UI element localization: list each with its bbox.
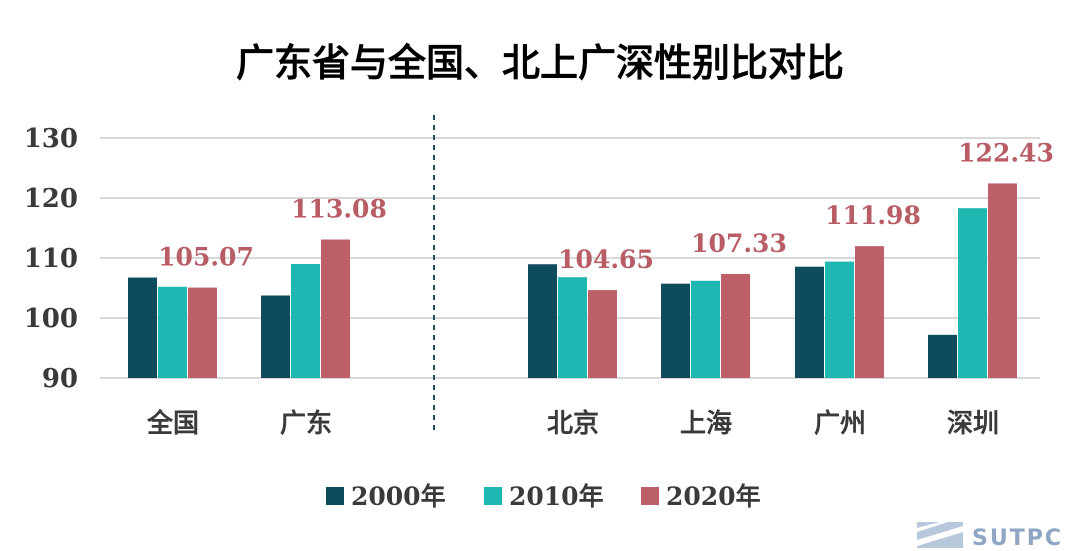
bar-广东-2010年 bbox=[291, 264, 320, 378]
legend-swatch-2020年 bbox=[641, 487, 659, 505]
bar-深圳-2000年 bbox=[928, 334, 957, 378]
data-label-广州: 111.98 bbox=[825, 201, 921, 230]
bar-上海-2010年 bbox=[691, 280, 720, 378]
category-label-深圳: 深圳 bbox=[947, 409, 999, 439]
bar-深圳-2020年 bbox=[988, 183, 1017, 378]
bar-全国-2020年 bbox=[188, 287, 217, 378]
category-labels: 全国 广东 北京 上海 广州 深圳 bbox=[146, 408, 999, 439]
legend-label-2000年: 2000年 bbox=[351, 482, 446, 511]
y-tick-label: 90 bbox=[42, 364, 78, 394]
y-tick-label: 110 bbox=[24, 244, 78, 274]
data-label-上海: 107.33 bbox=[691, 229, 787, 258]
chart-title: 广东省与全国、北上广深性别比对比 bbox=[236, 41, 844, 85]
bar-上海-2000年 bbox=[661, 283, 690, 378]
bar-广州-2020年 bbox=[855, 246, 884, 378]
y-axis-ticks: 90 100 110 120 130 bbox=[24, 124, 78, 394]
legend-swatch-2010年 bbox=[484, 487, 502, 505]
legend-label-2010年: 2010年 bbox=[509, 482, 604, 511]
bar-广东-2020年 bbox=[321, 239, 350, 378]
bar-全国-2010年 bbox=[158, 286, 187, 378]
category-label-广州: 广州 bbox=[814, 409, 866, 439]
category-label-上海: 上海 bbox=[680, 409, 732, 439]
bar-广东-2000年 bbox=[261, 295, 290, 378]
watermark-text: SUTPC bbox=[972, 526, 1063, 551]
bar-上海-2020年 bbox=[721, 274, 750, 378]
bars bbox=[128, 183, 1017, 378]
y-tick-label: 120 bbox=[24, 184, 78, 214]
bar-广州-2000年 bbox=[795, 266, 824, 378]
sutpc-logo-icon bbox=[917, 522, 963, 548]
y-tick-label: 130 bbox=[24, 124, 78, 154]
category-label-广东: 广东 bbox=[280, 408, 332, 439]
data-labels: 105.07 113.08 104.65 107.33 111.98 122.43 bbox=[158, 138, 1054, 274]
legend-label-2020年: 2020年 bbox=[666, 482, 761, 511]
bar-全国-2000年 bbox=[128, 277, 157, 378]
category-label-全国: 全国 bbox=[146, 408, 199, 439]
bar-北京-2000年 bbox=[528, 264, 557, 378]
data-label-全国: 105.07 bbox=[158, 243, 254, 272]
data-label-北京: 104.65 bbox=[558, 245, 654, 274]
legend-swatch-2000年 bbox=[326, 487, 344, 505]
bar-北京-2020年 bbox=[588, 290, 617, 378]
watermark: SUTPC bbox=[917, 522, 1063, 551]
bar-广州-2010年 bbox=[825, 261, 854, 378]
bar-深圳-2010年 bbox=[958, 208, 987, 378]
legend: 2000年 2010年 2020年 bbox=[326, 482, 761, 511]
bar-北京-2010年 bbox=[558, 277, 587, 378]
data-label-广东: 113.08 bbox=[291, 195, 387, 224]
data-label-深圳: 122.43 bbox=[958, 138, 1054, 167]
category-label-北京: 北京 bbox=[547, 408, 599, 439]
y-tick-label: 100 bbox=[24, 304, 78, 334]
